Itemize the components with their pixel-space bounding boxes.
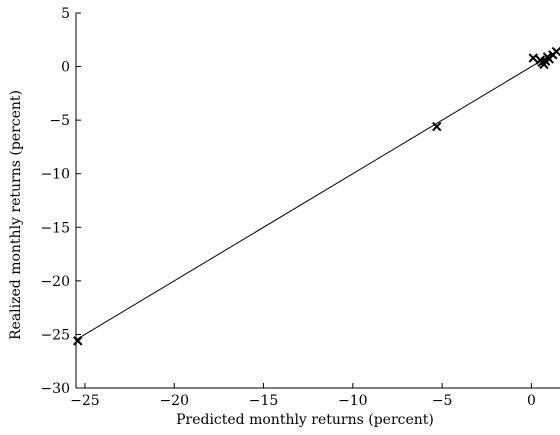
data-points <box>73 46 560 346</box>
data-point-marker <box>73 336 83 346</box>
y-tick-label: −5 <box>49 113 70 129</box>
regression-line <box>75 48 560 341</box>
fit-line-layer <box>75 48 560 341</box>
y-tick-label: −30 <box>40 381 70 397</box>
y-tick-label: −20 <box>40 274 70 290</box>
marker-stroke <box>73 336 83 346</box>
axes: −25 −20 −15 −10 −5 0−30−25−20−15−10−505 <box>40 6 560 409</box>
data-point-marker <box>528 53 538 63</box>
y-axis-label: Realized monthly returns (percent) <box>8 90 24 340</box>
y-tick-label: −25 <box>40 327 70 343</box>
y-tick-label: −15 <box>40 220 70 236</box>
marker-stroke <box>528 53 538 63</box>
data-point-marker <box>432 121 442 132</box>
x-tick-label: −15 <box>249 393 279 409</box>
x-tick-label: 0 <box>527 393 536 409</box>
x-tick-label: −10 <box>338 393 368 409</box>
y-tick-label: 0 <box>61 60 70 76</box>
y-tick-label: −10 <box>40 167 70 183</box>
x-tick-label: −5 <box>432 393 453 409</box>
x-tick-label: −25 <box>70 393 100 409</box>
data-point-marker <box>551 46 560 57</box>
x-tick-label: −20 <box>159 393 189 409</box>
y-tick-label: 5 <box>61 6 70 22</box>
marker-stroke <box>551 46 560 57</box>
x-axis-label: Predicted monthly returns (percent) <box>176 412 434 428</box>
marker-stroke <box>432 121 442 132</box>
